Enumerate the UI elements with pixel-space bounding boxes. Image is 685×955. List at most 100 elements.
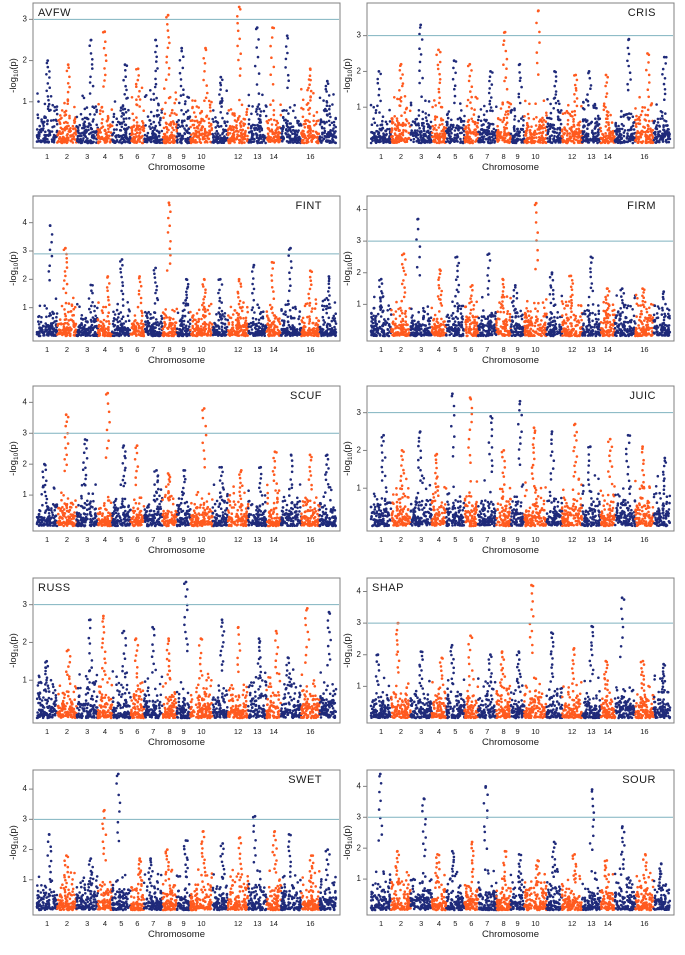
snp-point	[647, 61, 650, 64]
snp-point	[413, 121, 417, 125]
snp-point	[203, 127, 207, 131]
snp-point	[618, 132, 622, 136]
snp-point	[320, 120, 324, 124]
snp-point	[240, 103, 244, 107]
snp-point	[410, 129, 414, 132]
snp-point	[270, 123, 274, 126]
snp-point	[474, 133, 478, 136]
snp-point	[213, 333, 217, 336]
snp-point	[118, 122, 122, 126]
snp-point	[225, 89, 228, 92]
snp-point	[52, 118, 55, 122]
snp-point	[514, 140, 518, 144]
snp-point	[87, 128, 90, 132]
snp-point	[119, 271, 123, 274]
snp-point	[604, 95, 608, 99]
snp-point	[226, 120, 229, 124]
snp-point	[607, 128, 610, 131]
snp-point	[52, 136, 55, 139]
snp-point	[325, 90, 328, 93]
snp-point	[95, 123, 98, 127]
snp-point	[316, 141, 319, 145]
snp-point	[216, 141, 219, 145]
snp-point	[100, 327, 104, 330]
snp-point	[599, 129, 603, 133]
snp-point	[224, 138, 227, 142]
snp-point	[185, 334, 188, 338]
snp-point	[286, 135, 289, 139]
panel-title: AVFW	[38, 7, 71, 19]
snp-point	[435, 128, 438, 132]
snp-point	[50, 130, 54, 133]
snp-point	[518, 130, 522, 134]
snp-point	[573, 109, 576, 113]
snp-point	[116, 325, 120, 328]
snp-point	[517, 92, 521, 96]
snp-point	[55, 122, 59, 126]
x-tick-label: 1	[45, 152, 49, 161]
snp-point	[73, 120, 77, 123]
snp-point	[156, 67, 159, 70]
snp-point	[55, 112, 59, 116]
snp-point	[639, 113, 643, 117]
snp-point	[49, 119, 53, 122]
snp-point	[289, 137, 293, 140]
snp-point	[84, 316, 88, 320]
x-tick-label: 2	[399, 152, 403, 161]
snp-point	[48, 278, 51, 282]
snp-point	[96, 318, 100, 322]
snp-point	[376, 140, 380, 143]
snp-point	[69, 129, 72, 133]
snp-point	[137, 134, 141, 137]
snp-point	[241, 135, 244, 138]
snp-point	[271, 99, 275, 102]
snp-point	[250, 125, 253, 129]
snp-point	[502, 126, 506, 129]
snp-point	[401, 121, 405, 125]
snp-point	[208, 103, 212, 107]
snp-point	[220, 97, 224, 100]
snp-point	[560, 109, 563, 112]
snp-point	[524, 130, 528, 133]
snp-point	[108, 282, 111, 285]
snp-point	[176, 138, 179, 141]
snp-point	[207, 324, 211, 328]
snp-point	[160, 322, 164, 325]
snp-point	[616, 127, 619, 131]
snp-point	[95, 108, 98, 112]
snp-point	[68, 85, 71, 89]
snp-point	[309, 89, 313, 93]
snp-point	[239, 317, 242, 320]
snp-point	[200, 317, 203, 321]
snp-point	[527, 117, 531, 120]
snp-point	[74, 138, 77, 141]
snp-point	[658, 140, 661, 144]
snp-point	[102, 85, 105, 88]
snp-point	[120, 115, 123, 118]
x-tick-label: 10	[197, 152, 205, 161]
snp-point	[433, 132, 437, 136]
snp-point	[595, 106, 598, 110]
snp-point	[302, 129, 305, 133]
snp-point	[237, 138, 241, 142]
snp-peak-point	[587, 70, 591, 73]
snp-point	[104, 40, 107, 43]
snp-point	[308, 106, 312, 110]
snp-point	[269, 137, 272, 141]
snp-point	[97, 102, 100, 106]
snp-point	[628, 71, 632, 74]
snp-point	[417, 124, 421, 127]
snp-point	[158, 322, 161, 326]
snp-point	[237, 321, 241, 325]
snp-point	[617, 124, 620, 128]
snp-point	[490, 83, 494, 86]
snp-point	[458, 126, 462, 129]
snp-point	[150, 325, 153, 329]
snp-point	[302, 138, 305, 142]
snp-point	[334, 116, 338, 120]
snp-point	[272, 113, 276, 117]
snp-point	[205, 114, 209, 118]
snp-point	[65, 257, 68, 260]
snp-point	[121, 263, 124, 267]
snp-point	[218, 288, 221, 292]
